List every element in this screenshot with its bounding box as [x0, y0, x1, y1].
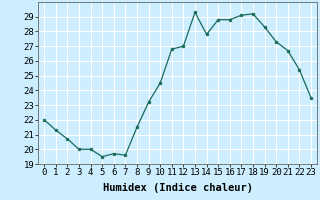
X-axis label: Humidex (Indice chaleur): Humidex (Indice chaleur) — [103, 183, 252, 193]
